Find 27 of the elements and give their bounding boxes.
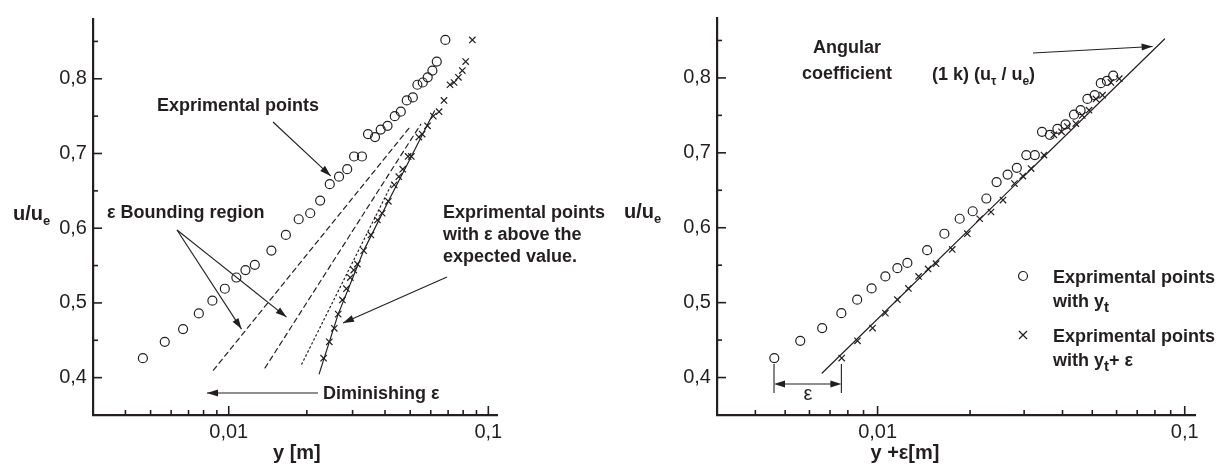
x-tick-label: 0,01 (209, 419, 249, 442)
annotation: Diminishing ε (323, 382, 440, 404)
x-tick-label: 0,01 (858, 419, 898, 442)
x-axis-title: y +ε[m] (870, 441, 940, 463)
y-tick-label: 0,5 (59, 290, 87, 313)
y-tick-label: 0,4 (59, 365, 87, 388)
legend-label: Exprimental points with y$_{t}$+ ε (1052, 326, 1215, 374)
annotation: Angular coefficient (802, 36, 893, 85)
y-tick-label: 0,7 (59, 141, 87, 164)
y-tick-label: 0,5 (683, 290, 711, 313)
x-tick-label: 0,1 (1170, 419, 1199, 442)
annotation: (1 k) (u$_{τ}$ / u$_{e}$) (932, 63, 1036, 90)
y-tick-label: 0,6 (683, 215, 711, 238)
legend-label: Exprimental points with y$_{t}$ (1052, 266, 1215, 315)
annotation: ε Bounding region (107, 201, 265, 223)
y-tick-label: 0,4 (683, 365, 711, 388)
annotation: Exprimental points with ε above the expected value. (443, 201, 606, 267)
annotation: ε (803, 382, 813, 404)
y-tick-label: 0,8 (59, 66, 87, 89)
y-axis-title: u/u$_{e}$ (13, 202, 51, 230)
y-tick-label: 0,8 (683, 65, 711, 88)
annotation: Exprimental points (157, 94, 320, 116)
x-tick-label: 0,1 (474, 419, 503, 442)
y-tick-label: 0,7 (683, 140, 711, 163)
y-tick-label: 0,6 (59, 215, 87, 238)
y-axis-title: u/u$_{e}$ (624, 200, 662, 228)
x-axis-title: y [m] (273, 441, 321, 463)
